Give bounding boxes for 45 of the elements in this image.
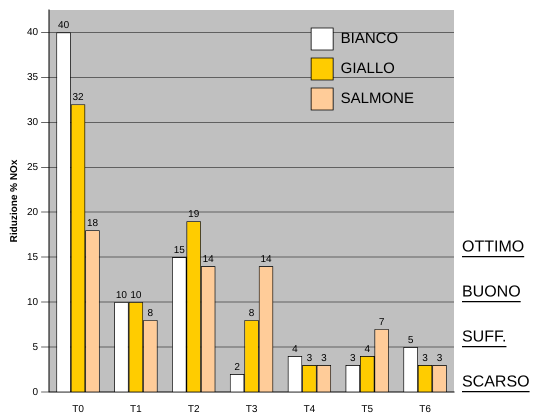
- data-label: 4: [292, 344, 298, 355]
- data-label: 3: [321, 352, 328, 364]
- y-axis-title: Riduzione % NOx: [8, 159, 20, 242]
- y-tick-label: 25: [27, 162, 39, 174]
- legend-label: SALMONE: [340, 90, 414, 108]
- y-tick-label: 20: [27, 206, 39, 218]
- y-tick-label: 5: [32, 342, 39, 353]
- data-label: 5: [408, 334, 414, 346]
- text: SUFF.: [462, 328, 506, 346]
- data-label: 8: [148, 308, 154, 319]
- text: OTTIMO: [462, 238, 524, 256]
- y-tick-label: 10: [27, 296, 39, 308]
- data-label: 32: [72, 92, 84, 104]
- x-tick-label: T6: [419, 404, 432, 415]
- y-tick-label: 15: [27, 252, 39, 263]
- data-label: 10: [130, 290, 142, 301]
- data-label: 14: [260, 254, 272, 265]
- data-label: 15: [174, 244, 186, 256]
- data-label: 8: [248, 308, 255, 319]
- x-tick-label: T1: [130, 404, 142, 415]
- y-tick-label: 40: [27, 27, 39, 38]
- x-tick-label: T2: [188, 404, 200, 415]
- legend-label: BIANCO: [340, 30, 398, 48]
- data-label: 2: [234, 362, 240, 373]
- text: BUONO: [462, 283, 521, 300]
- x-tick-label: T5: [361, 404, 374, 415]
- y-tick-label: 0: [32, 386, 39, 398]
- data-label: 3: [350, 352, 356, 364]
- x-tick-label: T4: [304, 404, 316, 415]
- y-tick-label: 35: [27, 72, 39, 84]
- x-tick-label: T0: [72, 404, 84, 415]
- legend-label: GIALLO: [340, 60, 395, 78]
- data-label: 10: [116, 290, 128, 301]
- data-label: 3: [306, 352, 313, 364]
- data-label: 40: [58, 20, 70, 32]
- data-label: 14: [202, 254, 214, 265]
- data-label: 4: [364, 344, 370, 355]
- data-label: 18: [86, 218, 98, 229]
- x-tick-label: T3: [246, 404, 258, 415]
- data-label: 3: [436, 352, 443, 364]
- y-tick-label: 30: [27, 117, 39, 128]
- data-label: 19: [188, 208, 200, 220]
- data-label: 3: [422, 352, 428, 364]
- text: SCARSO: [462, 373, 530, 390]
- data-label: 7: [378, 316, 385, 328]
